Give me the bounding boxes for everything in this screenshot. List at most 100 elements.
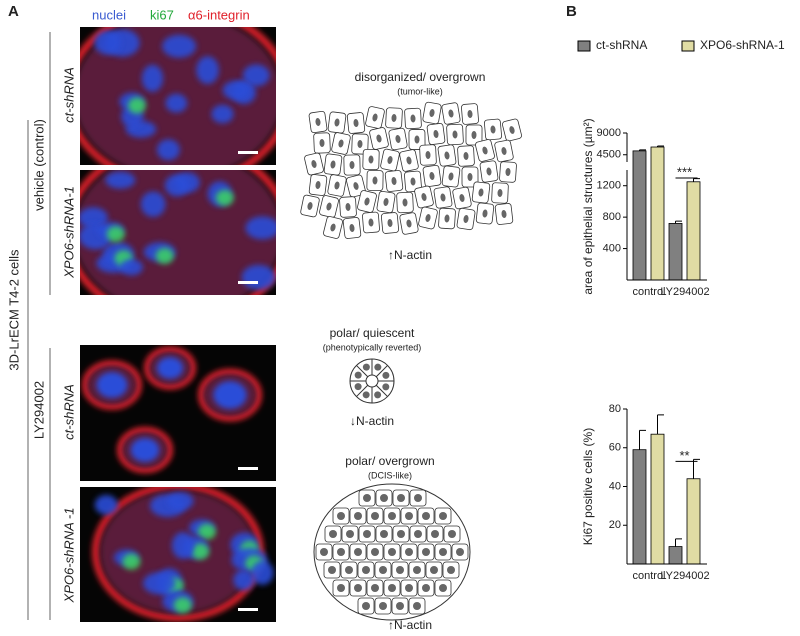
cell-nucleus [354, 512, 362, 520]
cell-nucleus [372, 176, 378, 185]
x-tick-label: control [632, 570, 665, 582]
membrane [82, 360, 142, 410]
cell-nucleus [478, 188, 484, 197]
cell-nucleus [391, 177, 397, 185]
cell-nucleus [448, 530, 456, 538]
cell-nucleus [391, 114, 397, 122]
nucleus [165, 93, 188, 113]
axis-break [621, 113, 711, 126]
cell-nucleus [363, 494, 371, 502]
row-label: XPO6-shRNA-1 [61, 186, 76, 279]
nucleus [213, 381, 247, 409]
error-bar [657, 414, 664, 435]
cell-nucleus [439, 512, 447, 520]
nucleus [143, 572, 176, 595]
group-label: 3D-LrECM T4-2 cells [6, 249, 21, 371]
cell-nucleus [425, 214, 431, 222]
cell-nucleus [463, 215, 469, 223]
nucleus [251, 560, 274, 585]
channel-label: ki67 [150, 7, 174, 22]
bar [668, 546, 683, 565]
scale-bar [238, 608, 258, 611]
cell-nucleus [459, 194, 465, 202]
y-tick-label: 4500 [597, 149, 621, 161]
error-bar [639, 429, 646, 450]
cell-nucleus [413, 566, 421, 574]
cell-nucleus [448, 172, 454, 181]
nucleus [156, 357, 184, 379]
nucleus [96, 372, 128, 398]
cell-nucleus [337, 584, 345, 592]
cell-nucleus [447, 566, 455, 574]
cell-nucleus [334, 118, 340, 127]
cell-nucleus [374, 363, 382, 371]
cell-nucleus [448, 109, 454, 118]
cell-nucleus [353, 119, 359, 127]
cell-nucleus [330, 223, 336, 232]
nucleus [196, 56, 219, 85]
y-tick-label: 80 [609, 403, 621, 415]
cell-nucleus [388, 548, 396, 556]
cell-nucleus [328, 566, 336, 574]
cell-nucleus [345, 566, 353, 574]
diagram-marker: ↓N-actin [350, 414, 394, 428]
cell-nucleus [497, 189, 503, 197]
cell-nucleus [372, 113, 378, 122]
cell-nucleus [395, 135, 401, 143]
y-tick-label: 800 [603, 211, 621, 223]
cell-nucleus [379, 602, 387, 610]
bar [668, 223, 683, 281]
nucleus [171, 532, 194, 559]
cell-nucleus [410, 114, 416, 123]
cell-nucleus [429, 109, 435, 117]
cell-nucleus [425, 151, 431, 159]
cell-nucleus [354, 584, 362, 592]
nucleus [141, 64, 164, 92]
cell-nucleus [329, 530, 337, 538]
ki67 [128, 97, 147, 114]
nucleus [233, 569, 255, 591]
legend-label: ct-shRNA [596, 38, 647, 52]
y-tick-label: 9000 [597, 127, 621, 139]
diagram-subtitle: (tumor-like) [397, 86, 443, 96]
cell-nucleus [505, 168, 511, 176]
micrograph [80, 170, 276, 295]
cell-nucleus [467, 110, 473, 118]
cell-nucleus [406, 156, 412, 165]
ki67 [197, 523, 216, 540]
nucleus [130, 438, 160, 462]
membrane [144, 346, 196, 390]
cell-nucleus [368, 218, 374, 227]
ki67 [173, 597, 192, 614]
charts: ct-shRNA XPO6-shRNA-1 400 800 1200 4500 9000ar… [577, 38, 785, 582]
ki67 [122, 553, 141, 570]
membrane [198, 368, 262, 422]
bar [650, 433, 665, 565]
cell-nucleus [397, 494, 405, 502]
diagram-subtitle: (phenotypically reverted) [323, 342, 422, 352]
nucleus [211, 104, 234, 124]
cell-nucleus [349, 224, 355, 232]
ki67 [215, 189, 234, 206]
cell-nucleus [440, 193, 446, 202]
cell-nucleus [422, 548, 430, 556]
cell-nucleus [431, 530, 439, 538]
micrographs [80, 27, 276, 622]
ki67 [155, 248, 174, 265]
bar [686, 478, 701, 565]
y-axis-label: Ki67 positive cells (%) [581, 428, 595, 545]
cell-nucleus [383, 198, 389, 206]
bar [650, 146, 665, 281]
nucleus [162, 34, 197, 58]
nucleus [140, 191, 166, 217]
cell-nucleus [353, 182, 359, 190]
cell-nucleus [380, 494, 388, 502]
legend-swatch [681, 40, 695, 52]
scale-bar [238, 151, 258, 154]
cell-nucleus [405, 548, 413, 556]
cell-nucleus [376, 134, 382, 143]
cell-nucleus [315, 118, 321, 126]
error-bar [639, 149, 646, 151]
cell-nucleus [362, 363, 370, 371]
lumen [365, 374, 379, 388]
